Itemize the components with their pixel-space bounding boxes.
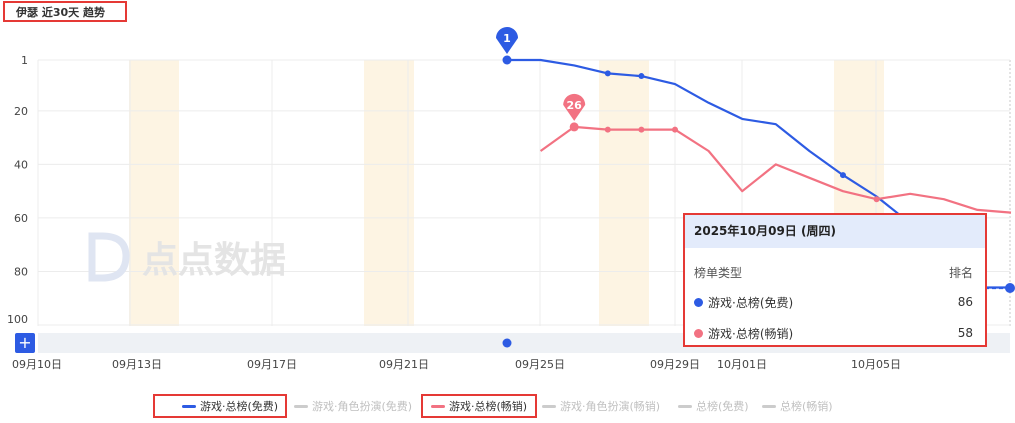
data-point [672, 126, 678, 133]
legend-label: 游戏·总榜(免费) [200, 400, 279, 413]
y-tick-label: 60 [14, 212, 28, 225]
x-tick-label: 09月13日 [112, 358, 162, 371]
tooltip-header-type: 榜单类型 [694, 265, 743, 280]
data-point [840, 172, 846, 179]
legend-item-all-grossing[interactable]: 总榜(畅销) [762, 394, 833, 418]
legend-swatch [182, 404, 196, 408]
x-tick-label: 10月05日 [851, 358, 901, 371]
y-tick-label: 20 [14, 105, 28, 118]
data-point [873, 196, 880, 203]
legend-swatch [294, 404, 308, 408]
legend-label: 总榜(免费) [696, 400, 749, 413]
x-tick-label: 09月17日 [247, 358, 297, 371]
tooltip-row-free: 游戏·总榜(免费) 86 [694, 292, 973, 312]
pin-marker-label: 1 [503, 32, 511, 45]
tooltip-header-rank: 排名 [948, 265, 973, 280]
chart-title-frame: 伊瑟 近30天 趋势 [3, 1, 127, 22]
x-tick-label: 09月25日 [515, 358, 565, 371]
y-tick-label: 40 [14, 158, 28, 171]
weekend-band [129, 60, 179, 326]
tooltip-row-grossing: 游戏·总榜(畅销) 58 [694, 323, 973, 343]
zoom-plus-button[interactable] [15, 333, 35, 353]
x-tick-label: 09月21日 [379, 358, 429, 371]
x-tick-label: 10月01日 [717, 358, 767, 371]
tooltip-date: 2025年10月09日 (周四) [685, 215, 985, 248]
slider-handle[interactable] [502, 338, 512, 348]
marker-anchor-point [502, 55, 512, 65]
x-tick-label: 09月29日 [650, 358, 700, 371]
marker-anchor-point [569, 122, 579, 132]
chart-title: 伊瑟 近30天 趋势 [16, 6, 105, 19]
tooltip-row-value: 58 [957, 326, 973, 340]
tooltip-dot-grossing [694, 328, 703, 338]
data-point [604, 70, 611, 77]
watermark-logo-icon [88, 232, 130, 282]
data-point [638, 126, 645, 133]
weekend-band [364, 60, 414, 326]
weekend-band [599, 60, 649, 326]
watermark-text: 点点数据 [142, 240, 286, 281]
tooltip-row-name: 游戏·总榜(畅销) [708, 326, 794, 341]
legend-label: 游戏·总榜(畅销) [449, 400, 528, 413]
series-line [539, 125, 1012, 214]
legend-swatch [678, 404, 692, 408]
legend-item-grossing-rpg[interactable]: 游戏·角色扮演(畅销) [542, 394, 660, 418]
legend-swatch [762, 404, 776, 408]
y-tick-label: 100 [7, 313, 28, 326]
legend-item-free-total[interactable]: 游戏·总榜(免费) [153, 394, 287, 418]
legend-swatch [431, 404, 445, 408]
chart-legend: 游戏·总榜(免费) 游戏·角色扮演(免费) 游戏·总榜(畅销) 游戏·角色扮演(… [0, 388, 1015, 422]
legend-label: 游戏·角色扮演(畅销) [560, 400, 661, 413]
legend-item-free-rpg[interactable]: 游戏·角色扮演(免费) [294, 394, 412, 418]
tooltip-row-name: 游戏·总榜(免费) [708, 295, 794, 310]
tooltip: 2025年10月09日 (周四) 榜单类型 排名 游戏·总榜(免费) 86 游戏… [683, 213, 987, 347]
legend-item-all-free[interactable]: 总榜(免费) [678, 394, 749, 418]
y-tick-label: 1 [21, 54, 28, 67]
tooltip-row-value: 86 [957, 295, 973, 309]
tooltip-header: 榜单类型 排名 [694, 262, 973, 282]
tooltip-dot-free [694, 297, 703, 307]
y-tick-label: 80 [14, 265, 28, 278]
pin-marker-icon [496, 27, 518, 54]
legend-label: 总榜(畅销) [780, 400, 833, 413]
pin-marker-label: 26 [567, 99, 583, 112]
legend-swatch [542, 404, 556, 408]
hover-point [1005, 283, 1015, 293]
data-point [604, 126, 611, 133]
pin-marker-icon [563, 93, 586, 121]
legend-label: 游戏·角色扮演(免费) [312, 400, 413, 413]
legend-item-grossing-total[interactable]: 游戏·总榜(畅销) [421, 394, 537, 418]
x-tick-label: 09月10日 [12, 358, 62, 371]
data-point [638, 73, 645, 80]
zoom-plus-label: + [18, 333, 31, 352]
